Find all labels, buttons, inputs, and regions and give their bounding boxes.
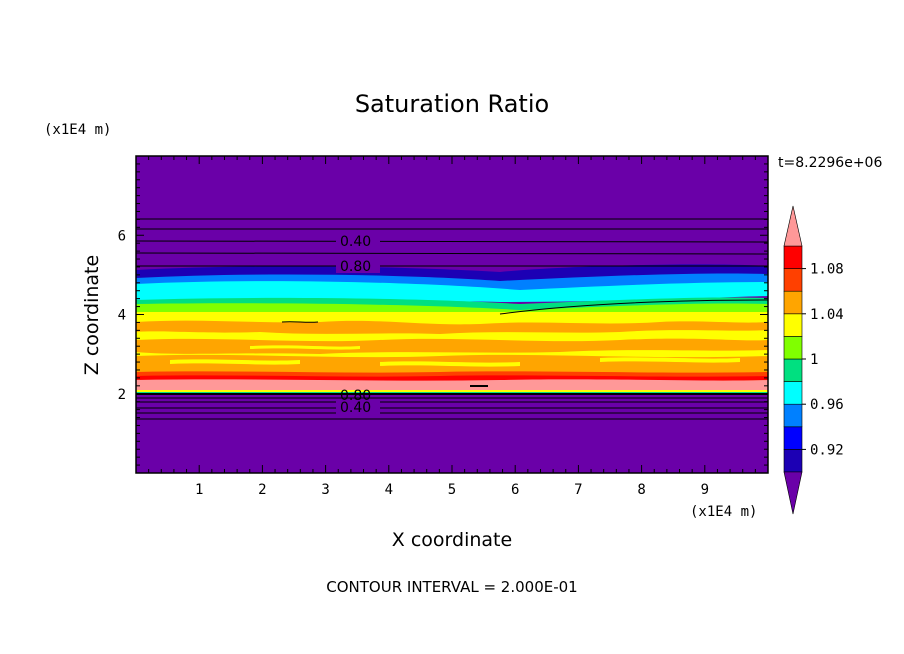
colorbar-swatch bbox=[783, 449, 803, 473]
x-units-label: (x1E4 m) bbox=[690, 504, 757, 520]
x-tick-label: 7 bbox=[574, 482, 582, 498]
band-gt-1-10 bbox=[136, 379, 768, 390]
contour-lines bbox=[136, 218, 768, 420]
colorbar bbox=[783, 205, 803, 515]
y-tick-label: 4 bbox=[118, 308, 126, 324]
colorbar-swatch bbox=[783, 358, 803, 382]
time-label: t=8.2296e+06 bbox=[778, 155, 882, 171]
colorbar-swatch bbox=[783, 268, 803, 292]
x-tick-label: 5 bbox=[448, 482, 456, 498]
contour-label: 0.40 bbox=[340, 234, 371, 250]
label-knockout bbox=[336, 259, 380, 273]
contour-label: 0.40 bbox=[340, 400, 371, 416]
colorbar-swatch bbox=[783, 426, 803, 450]
contour-label: 0.80 bbox=[340, 388, 371, 404]
colorbar-swatch bbox=[783, 245, 803, 269]
x-tick-label: 4 bbox=[385, 482, 393, 498]
y-tick-label: 2 bbox=[118, 387, 126, 403]
x-tick-label: 8 bbox=[637, 482, 645, 498]
y-tick-label: 6 bbox=[118, 228, 126, 244]
y-units-label: (x1E4 m) bbox=[44, 122, 111, 138]
y-tick-labels: 2 4 6 bbox=[118, 228, 126, 403]
x-tick-label: 6 bbox=[511, 482, 519, 498]
colorbar-swatch bbox=[783, 336, 803, 360]
chart-title: Saturation Ratio bbox=[355, 90, 549, 118]
x-tick-label: 2 bbox=[258, 482, 266, 498]
band-0-98 bbox=[136, 281, 768, 303]
colorbar-tick-label: 1.04 bbox=[810, 307, 844, 323]
colorbar-tick-label: 1 bbox=[810, 352, 818, 368]
x-tick-labels: 1 2 3 4 5 6 7 8 9 bbox=[195, 482, 709, 498]
x-tick-label: 3 bbox=[321, 482, 329, 498]
colorbar-tick-label: 0.96 bbox=[810, 397, 844, 413]
x-tick-label: 1 bbox=[195, 482, 203, 498]
colorbar-swatch bbox=[783, 403, 803, 428]
yellow-inclusions bbox=[170, 345, 740, 367]
colorbar-labels: 1.08 1.04 1 0.96 0.92 bbox=[802, 262, 844, 458]
colorbar-underflow bbox=[783, 471, 803, 515]
orange-streaks bbox=[136, 320, 768, 376]
colorbar-tick-label: 1.08 bbox=[810, 262, 844, 278]
axis-ticks bbox=[136, 156, 768, 473]
colorbar-swatch bbox=[783, 290, 803, 315]
contour-label: 0.80 bbox=[340, 259, 371, 275]
colorbar-overflow bbox=[783, 205, 803, 247]
x-axis-label: X coordinate bbox=[392, 529, 512, 551]
label-knockout bbox=[336, 401, 380, 415]
band-transition-yellow bbox=[136, 390, 768, 392]
y-axis-label: Z coordinate bbox=[81, 255, 103, 375]
colorbar-swatch bbox=[783, 313, 803, 337]
colorbar-tick-label: 0.92 bbox=[810, 442, 844, 458]
colorbar-swatch bbox=[783, 381, 803, 405]
label-knockout bbox=[336, 234, 380, 248]
contour-interval-label: CONTOUR INTERVAL = 2.000E-01 bbox=[326, 578, 577, 596]
contour-plot-area bbox=[136, 156, 768, 473]
x-tick-label: 9 bbox=[701, 482, 709, 498]
